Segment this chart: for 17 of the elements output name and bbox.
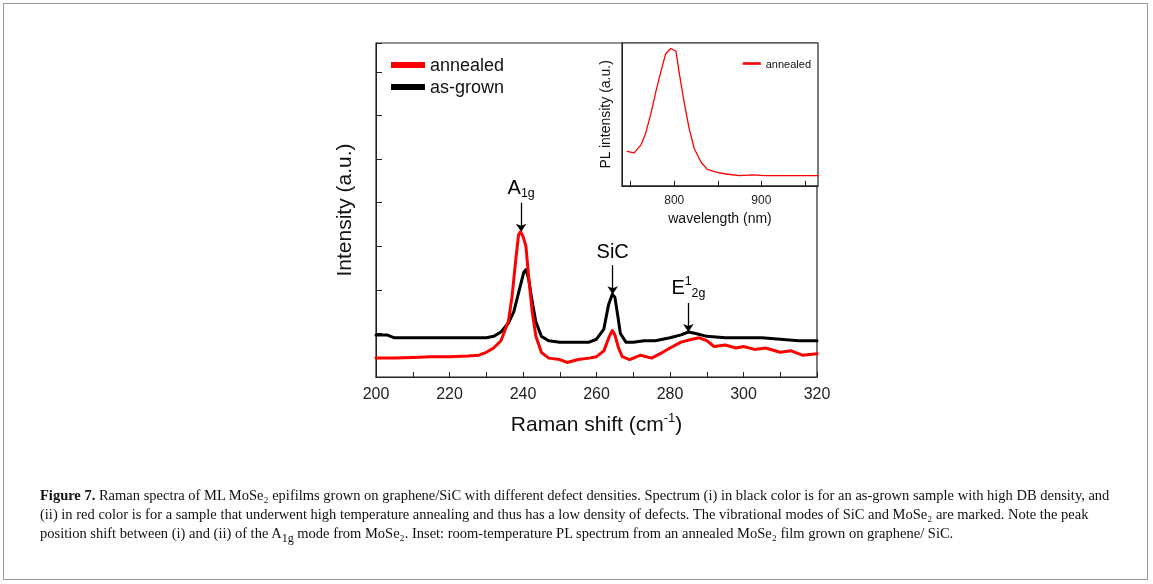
legend-label: annealed	[430, 55, 505, 75]
x-tick-label: 280	[656, 384, 684, 402]
x-tick-label: 240	[509, 384, 537, 402]
x-tick-label: 300	[730, 384, 757, 402]
x-tick-label: 260	[583, 384, 610, 402]
x-tick-label: 900	[751, 192, 772, 207]
annotation: SiC	[596, 240, 629, 263]
x-axis-title: wavelength (nm)	[667, 210, 772, 226]
y-axis-title: Intensity (a.u.)	[332, 143, 355, 277]
legend-label: as-grown	[430, 77, 505, 97]
x-tick-label: 800	[664, 192, 685, 207]
x-tick-label: 220	[436, 384, 463, 402]
legend-label: annealed	[765, 57, 812, 70]
x-tick-label: 320	[803, 384, 831, 402]
x-tick-label: 200	[362, 384, 390, 402]
caption: Figure 7. Raman spectra of ML MoSe₂ epifilms grown on graphene/SiC with different defect densities. Spectrum (i) in black color is for an as-grown sample with high DB density, and (ii) in red color is for a sample that underwent high temperature annealing and thus has a low density of defects. The vibrational modes of SiC and MoSe₂ are marked. Note the peak position shift between (i) and (ii) of the A$_{1g}$ mode from MoSe₂. Inset: room-temperature PL spectrum from an annealed MoSe₂ film grown on graphene/ SiC.	[40, 487, 1110, 545]
y-axis-title: PL intensity (a.u.)	[597, 60, 613, 169]
